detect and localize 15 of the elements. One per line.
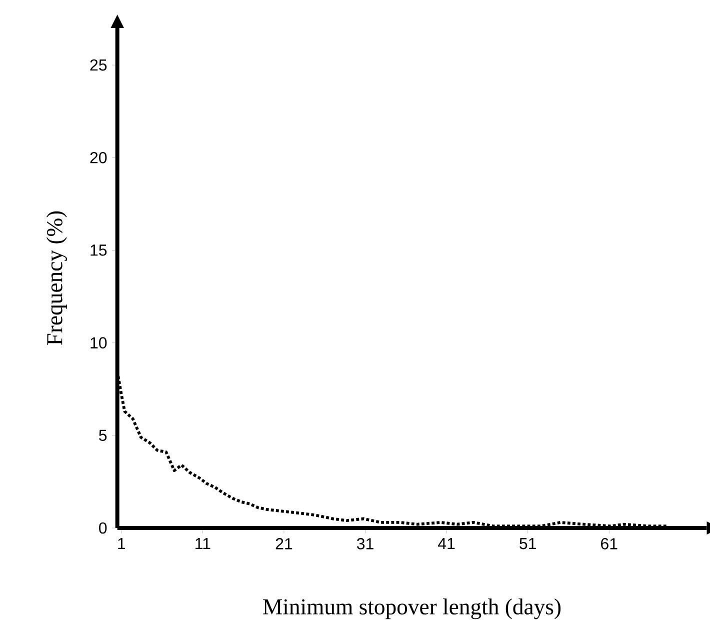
y-tick-label: 25: [90, 59, 107, 71]
x-axis-title: Minimum stopover length (days): [263, 598, 561, 620]
y-tick-label: 20: [90, 152, 107, 164]
x-tick-label: 61: [601, 538, 618, 550]
y-axis-title: Frequency (%): [46, 211, 68, 346]
x-tick-label: 41: [438, 538, 455, 550]
x-tick-label: 1: [118, 538, 126, 550]
x-tick-label: 51: [520, 538, 536, 550]
x-tick-label: 31: [356, 538, 374, 550]
y-tick-label: 15: [90, 244, 107, 256]
x-tick-label: 21: [276, 538, 292, 550]
y-tick-label: 10: [90, 337, 107, 348]
y-tick-label: 5: [99, 430, 107, 441]
y-tick-label: 0: [99, 522, 107, 534]
x-tick-label: 11: [196, 538, 210, 550]
